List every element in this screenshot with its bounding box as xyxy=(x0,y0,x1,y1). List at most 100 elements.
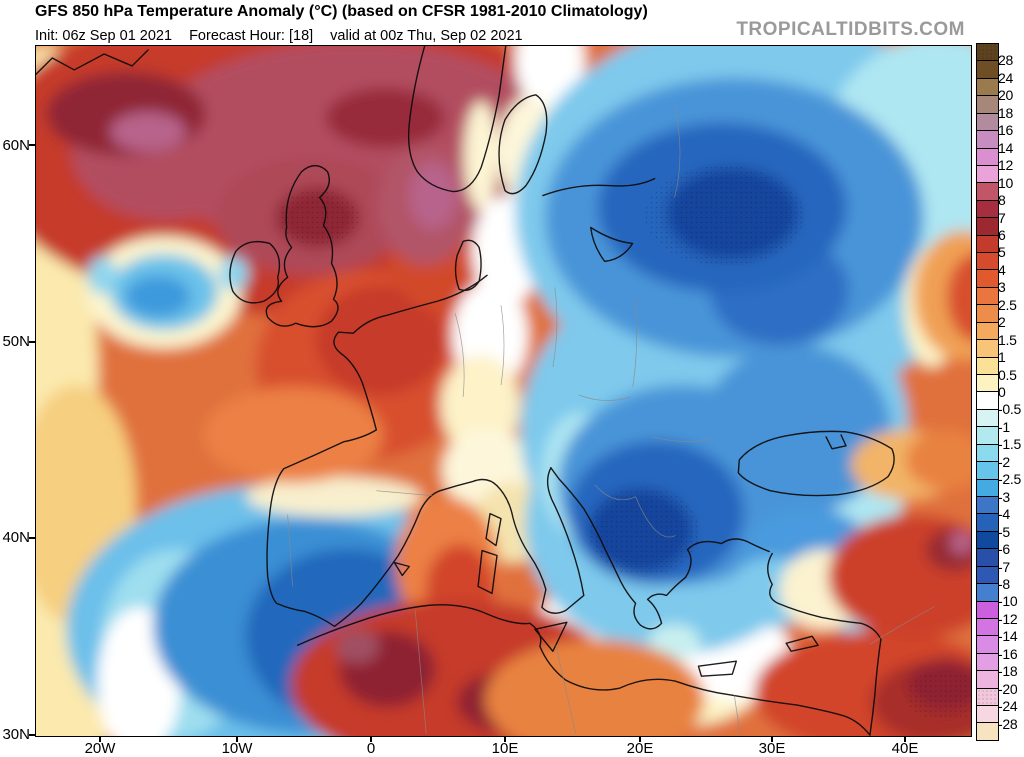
coast-turkey xyxy=(767,552,882,640)
colorbar-segment xyxy=(977,44,998,61)
coast-adriatic-east xyxy=(550,467,622,583)
colorbar-label: -18 xyxy=(998,663,1018,680)
colorbar-label: 8 xyxy=(998,192,1006,209)
colorbar-label: -14 xyxy=(998,628,1018,645)
coast-great-britain xyxy=(265,164,339,328)
island-sicily xyxy=(534,621,568,652)
colorbar-label: 6 xyxy=(998,226,1006,243)
colorbar-segment xyxy=(977,687,998,706)
colorbar-segment xyxy=(977,513,998,531)
colorbar-label: 1 xyxy=(998,349,1006,366)
colorbar-label: 0 xyxy=(998,384,1006,400)
colorbar-segments xyxy=(976,43,999,741)
colorbar-segment xyxy=(977,600,998,618)
colorbar-segment xyxy=(977,705,998,723)
colorbar-segment xyxy=(977,426,998,444)
coast-italy xyxy=(496,467,585,614)
lat-label-60n: 60N xyxy=(2,137,30,154)
coast-gulf-of-finland xyxy=(542,177,656,197)
colorbar-label: -24 xyxy=(998,698,1018,715)
colorbar-label: -3 xyxy=(998,488,1010,505)
colorbar-segment xyxy=(977,374,998,392)
lat-tick xyxy=(29,341,35,343)
colorbar-label: -1 xyxy=(998,418,1010,435)
colorbar-segment xyxy=(977,60,998,78)
lon-tick xyxy=(99,737,101,742)
colorbar-segment xyxy=(977,495,998,514)
colorbar-segment xyxy=(977,217,998,235)
colorbar-segment xyxy=(977,95,998,113)
lat-label-30n: 30N xyxy=(2,726,30,743)
colorbar-label: -28 xyxy=(998,715,1018,732)
colorbar-label: -2 xyxy=(998,453,1010,470)
colorbar-segment xyxy=(977,182,998,200)
coast-greece xyxy=(619,576,687,630)
colorbar-segment xyxy=(977,339,998,357)
colorbar-segment xyxy=(977,548,998,566)
anomaly-map xyxy=(35,45,972,737)
forecast-hour: Forecast Hour: [18] xyxy=(189,28,314,44)
colorbar-label: -8 xyxy=(998,575,1010,592)
coast-iceland xyxy=(36,49,149,76)
coast-crimea xyxy=(825,434,847,450)
map-subtitle: Init: 06z Sep 01 2021 Forecast Hour: [18]… xyxy=(35,28,540,44)
colorbar-label: -5 xyxy=(998,523,1010,540)
colorbar-label: 3 xyxy=(998,279,1006,296)
colorbar-label: -16 xyxy=(998,645,1018,662)
colorbar-segment xyxy=(977,269,998,287)
coast-aegean-north xyxy=(684,538,770,579)
colorbar-segment xyxy=(977,164,998,183)
stipple-overlays xyxy=(278,165,971,722)
colorbar-label: 24 xyxy=(998,69,1013,86)
colorbar-segment xyxy=(977,722,998,740)
colorbar-label: 20 xyxy=(998,87,1013,104)
island-corsica xyxy=(485,512,502,547)
lat-tick xyxy=(29,734,35,736)
colorbar-segment xyxy=(977,321,998,340)
map-title: GFS 850 hPa Temperature Anomaly (°C) (ba… xyxy=(35,3,648,20)
lon-tick xyxy=(639,737,641,742)
colorbar-label: -4 xyxy=(998,506,1010,523)
coast-ireland xyxy=(229,240,281,304)
colorbar-label: -1.5 xyxy=(998,436,1021,453)
colorbar-label: 14 xyxy=(998,139,1013,156)
colorbar-label: 10 xyxy=(998,174,1013,191)
island-mallorca xyxy=(393,561,410,577)
lon-label-20w: 20W xyxy=(84,740,116,757)
colorbar-segment xyxy=(977,408,998,427)
coast-north-africa xyxy=(296,604,871,736)
lon-label-40e: 40E xyxy=(891,740,919,757)
lat-tick xyxy=(29,537,35,539)
valid-time: valid at 00z Thu, Sep 02 2021 xyxy=(330,28,523,44)
colorbar-segment xyxy=(977,356,998,375)
island-sardinia xyxy=(477,549,498,595)
coast-black-sea xyxy=(737,430,895,497)
colorbar-segment xyxy=(977,635,998,653)
colorbar-segment xyxy=(977,130,998,148)
colorbar-segment xyxy=(977,252,998,270)
lon-tick xyxy=(236,737,238,742)
colorbar-segment xyxy=(977,234,998,253)
colorbar-label: 7 xyxy=(998,209,1006,226)
colorbar-label: -10 xyxy=(998,593,1018,610)
colorbar-segment xyxy=(977,478,998,496)
colorbar-label: 12 xyxy=(998,157,1013,174)
country-borders xyxy=(287,105,935,736)
colorbar-label: -7 xyxy=(998,558,1010,575)
island-crete xyxy=(697,660,738,677)
lon-label-30e: 30E xyxy=(758,740,786,757)
colorbar-segment xyxy=(977,617,998,636)
lat-label-40n: 40N xyxy=(2,529,30,546)
lon-label-10e: 10E xyxy=(491,740,519,757)
colorbar-segment xyxy=(977,77,998,96)
colorbar-label: 18 xyxy=(998,104,1013,121)
colorbar-segment xyxy=(977,304,998,322)
colorbar-segment xyxy=(977,461,998,479)
colorbar-label: 16 xyxy=(998,122,1013,139)
coastlines xyxy=(36,46,895,736)
lon-tick xyxy=(370,737,372,742)
colorbar-label: 1.5 xyxy=(998,331,1017,348)
colorbar-label: 4 xyxy=(998,261,1006,278)
coast-norway xyxy=(407,46,507,193)
